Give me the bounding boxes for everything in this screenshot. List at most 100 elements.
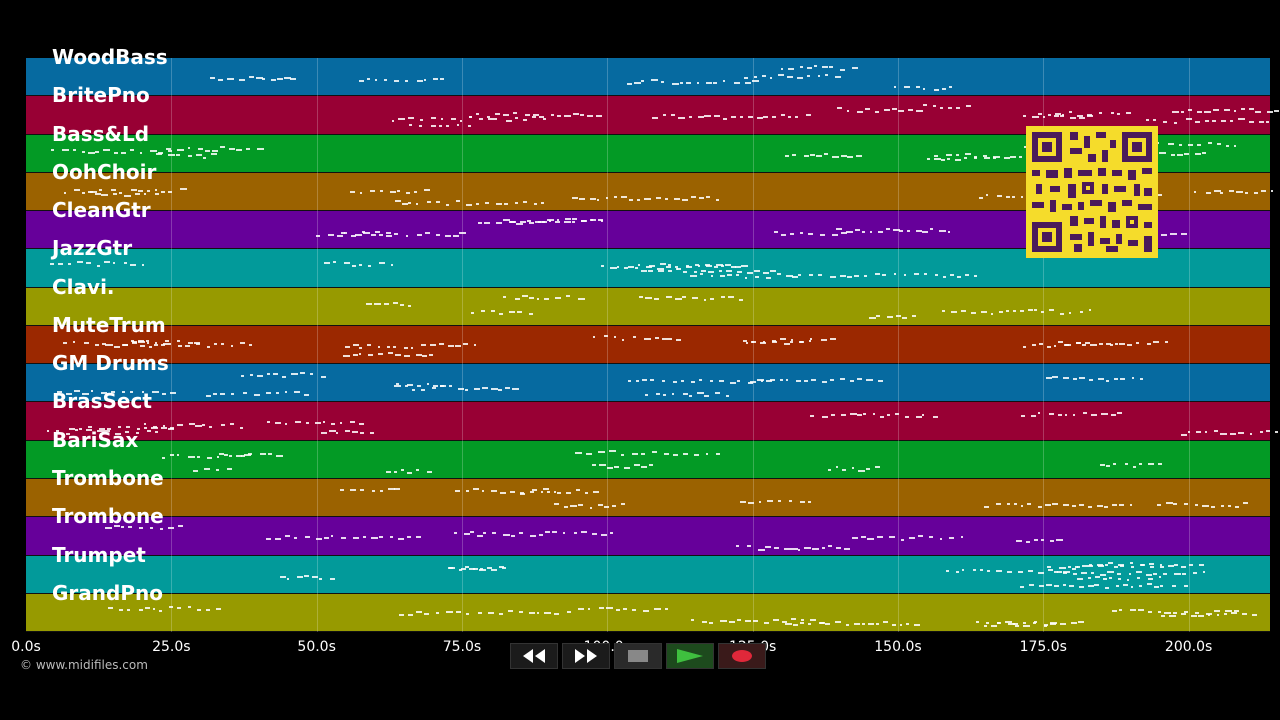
note-mark (586, 115, 594, 118)
track-label: Clavi. (52, 274, 115, 299)
note-mark (1181, 111, 1184, 114)
note-mark (745, 81, 752, 84)
note-mark (282, 375, 286, 378)
note-mark (102, 343, 106, 346)
note-mark (459, 119, 462, 122)
note-mark (203, 468, 210, 471)
track-lane (26, 364, 1270, 403)
note-mark (1096, 504, 1103, 507)
note-mark (949, 273, 955, 276)
note-mark (915, 85, 921, 88)
note-mark (1145, 118, 1149, 121)
record-icon (732, 650, 752, 662)
note-mark (421, 344, 427, 347)
note-mark (782, 621, 788, 624)
note-mark (94, 192, 101, 195)
note-mark (836, 227, 842, 230)
note-mark (430, 124, 437, 127)
note-mark (106, 427, 112, 430)
note-mark (94, 344, 99, 347)
note-mark (948, 231, 951, 234)
note-mark (420, 388, 425, 391)
note-mark (1205, 612, 1212, 615)
note-mark (1139, 564, 1144, 567)
note-mark (242, 392, 248, 395)
note-mark (867, 538, 874, 541)
note-mark (810, 414, 815, 417)
note-mark (99, 188, 103, 191)
note-mark (645, 393, 649, 396)
note-mark (1109, 577, 1112, 580)
note-mark (1072, 414, 1075, 417)
note-mark (1225, 609, 1232, 612)
note-mark (424, 612, 429, 615)
note-mark (248, 344, 252, 347)
note-mark (143, 193, 146, 196)
note-mark (459, 232, 467, 235)
track-lane (26, 325, 1270, 365)
note-mark (414, 190, 417, 193)
note-mark (916, 109, 924, 112)
record-button[interactable] (718, 643, 766, 669)
note-mark (866, 467, 870, 470)
note-mark (955, 154, 960, 157)
note-mark (161, 393, 167, 396)
note-mark (465, 489, 470, 492)
note-mark (424, 189, 430, 192)
note-mark (72, 341, 75, 344)
note-mark (666, 266, 671, 269)
play-button[interactable] (666, 643, 714, 669)
copyright-text: © www.midifiles.com (20, 658, 148, 672)
note-mark (553, 503, 559, 506)
note-mark (765, 380, 772, 383)
note-mark (1019, 155, 1023, 158)
note-mark (578, 298, 585, 301)
note-mark (1160, 566, 1164, 569)
note-mark (120, 152, 126, 155)
note-mark (825, 74, 828, 77)
note-mark (216, 455, 220, 458)
note-mark (1254, 191, 1259, 194)
fast-forward-button[interactable] (562, 643, 610, 669)
note-mark (642, 379, 648, 382)
note-mark (194, 341, 201, 344)
note-mark (715, 199, 719, 202)
note-mark (1157, 611, 1162, 614)
note-mark (474, 387, 480, 390)
note-mark (972, 569, 976, 572)
note-mark (1060, 623, 1067, 626)
note-mark (715, 453, 720, 456)
note-mark (374, 303, 381, 306)
note-mark (685, 265, 689, 268)
note-mark (176, 148, 184, 151)
note-mark (638, 295, 644, 298)
note-mark (676, 268, 679, 271)
note-mark (114, 525, 121, 528)
note-mark (130, 391, 133, 394)
note-mark (526, 219, 531, 222)
note-mark (329, 578, 335, 581)
note-mark (521, 295, 529, 298)
note-mark (1147, 577, 1153, 580)
note-mark (239, 342, 246, 345)
note-mark (758, 548, 765, 551)
stop-button[interactable] (614, 643, 662, 669)
note-mark (637, 263, 641, 266)
note-mark (663, 453, 669, 456)
note-mark (671, 393, 675, 396)
note-mark (911, 314, 917, 317)
note-mark (168, 526, 175, 529)
note-mark (688, 116, 693, 118)
note-mark (352, 536, 360, 539)
note-mark (830, 414, 835, 417)
note-mark (226, 468, 232, 471)
rewind-button[interactable] (510, 643, 558, 669)
note-mark (176, 424, 184, 427)
note-mark (238, 79, 245, 82)
note-mark (230, 392, 235, 395)
note-mark (1193, 190, 1197, 193)
note-mark (765, 276, 772, 279)
note-mark (285, 423, 288, 426)
note-mark (324, 262, 330, 265)
note-mark (63, 191, 66, 194)
